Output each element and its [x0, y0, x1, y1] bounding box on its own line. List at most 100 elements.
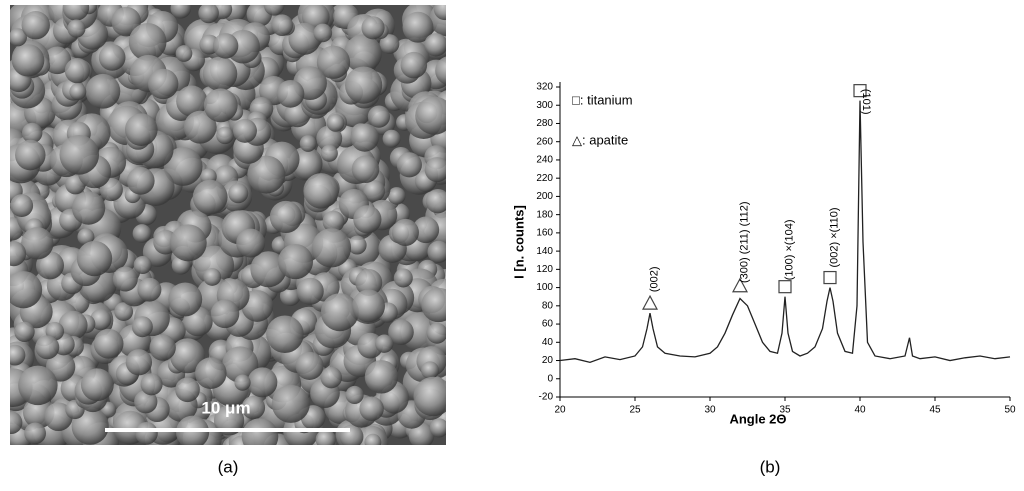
- grain: [311, 228, 352, 268]
- grain: [76, 240, 113, 277]
- grain: [288, 22, 321, 55]
- x-tick-label: 40: [854, 405, 866, 416]
- grain: [315, 429, 336, 445]
- grain: [132, 224, 152, 243]
- grain: [21, 227, 54, 260]
- grain: [382, 129, 401, 148]
- grain: [402, 11, 434, 43]
- grain: [269, 200, 302, 234]
- grain: [126, 167, 155, 195]
- marker-triangle: [731, 277, 749, 293]
- grain: [90, 309, 112, 331]
- grain: [111, 6, 141, 37]
- grain: [10, 411, 23, 435]
- grain: [359, 396, 384, 421]
- x-axis-label: Angle 2Θ: [729, 411, 786, 426]
- grain: [147, 68, 179, 100]
- grain: [149, 334, 176, 361]
- grain: [241, 418, 279, 445]
- x-tick-label: 45: [929, 405, 941, 416]
- marker-triangle: [641, 294, 659, 310]
- grain: [125, 349, 153, 376]
- marker-square: [823, 270, 837, 285]
- grain: [131, 316, 153, 338]
- y-tick-label: 40: [542, 337, 554, 348]
- grain: [210, 299, 240, 329]
- grain: [43, 46, 72, 75]
- grain: [24, 422, 46, 445]
- y-tick-label: 280: [536, 118, 553, 129]
- peak-label: (002): [648, 266, 660, 292]
- y-tick-label: 260: [536, 136, 553, 147]
- grain: [112, 266, 138, 292]
- grain: [435, 56, 446, 85]
- grain: [128, 23, 167, 61]
- grain: [247, 367, 278, 398]
- legend-entry: □: titanium: [572, 92, 633, 107]
- grain: [10, 271, 43, 309]
- grain: [114, 302, 134, 322]
- y-tick-label: 80: [542, 300, 554, 311]
- grain: [133, 255, 152, 275]
- grain: [425, 188, 446, 214]
- grain: [64, 58, 90, 84]
- y-tick-label: 120: [536, 264, 553, 275]
- grain: [203, 268, 222, 286]
- x-tick-label: 25: [629, 405, 641, 416]
- grain: [367, 105, 391, 128]
- grain: [263, 5, 285, 16]
- y-tick-label: 60: [542, 319, 554, 330]
- grain: [426, 322, 446, 344]
- grain: [413, 376, 446, 417]
- grain: [271, 384, 310, 423]
- grain: [400, 51, 428, 79]
- grain: [169, 224, 207, 262]
- grain: [35, 335, 60, 360]
- grain: [424, 157, 446, 183]
- y-axis-label: I [n. counts]: [511, 205, 526, 279]
- grain: [347, 235, 367, 255]
- grain: [213, 405, 245, 436]
- grain: [175, 377, 200, 403]
- grain: [176, 85, 208, 117]
- grain: [232, 118, 257, 143]
- y-tick-label: 300: [536, 100, 553, 111]
- grain: [21, 122, 43, 144]
- caption: (a): [218, 457, 239, 476]
- grain: [391, 218, 419, 246]
- marker-square: [853, 84, 867, 98]
- grain: [137, 277, 162, 302]
- scale-bar-label: 10 μm: [201, 398, 250, 417]
- grain: [326, 114, 345, 132]
- grain: [393, 268, 413, 288]
- grain: [296, 277, 324, 305]
- grain: [345, 385, 364, 405]
- grain: [375, 334, 394, 353]
- grain: [98, 44, 126, 71]
- grain: [59, 134, 100, 175]
- grain: [355, 269, 383, 296]
- grain: [250, 251, 287, 288]
- grain: [10, 344, 26, 366]
- grain: [352, 289, 386, 323]
- x-tick-label: 35: [779, 405, 791, 416]
- grain: [427, 240, 446, 263]
- grain: [67, 19, 86, 38]
- grain: [124, 113, 158, 146]
- y-tick-label: 100: [536, 282, 553, 293]
- grain: [364, 360, 399, 394]
- grain: [364, 433, 382, 445]
- grain: [170, 5, 192, 19]
- grain: [276, 79, 305, 108]
- peak-label: (101): [860, 89, 872, 115]
- y-tick-label: 180: [536, 209, 553, 220]
- grain: [421, 287, 446, 323]
- grain: [192, 179, 228, 215]
- grain: [361, 16, 385, 40]
- grain: [316, 125, 343, 152]
- grain: [343, 34, 382, 73]
- y-tick-label: 220: [536, 173, 553, 184]
- grain: [10, 241, 27, 267]
- grain: [80, 368, 114, 402]
